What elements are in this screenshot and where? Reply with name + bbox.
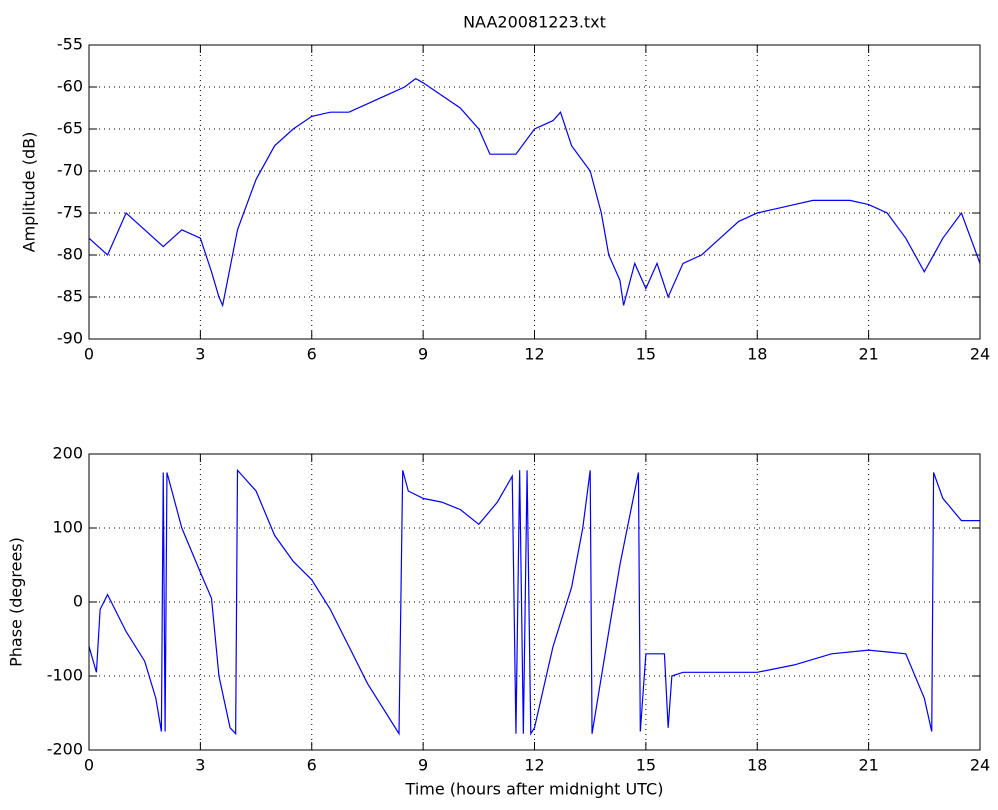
x-tick-label: 0 [84, 345, 94, 364]
chart-title: NAA20081223.txt [463, 13, 606, 32]
x-tick-label: 9 [418, 345, 428, 364]
y-tick-label: -100 [47, 666, 83, 685]
x-tick-label: 18 [747, 345, 767, 364]
x-tick-label: 12 [524, 345, 544, 364]
x-tick-label: 3 [195, 345, 205, 364]
y-tick-label: -65 [57, 119, 83, 138]
x-tick-label: 9 [418, 756, 428, 775]
x-tick-label: 18 [747, 756, 767, 775]
data-line [88, 77, 981, 308]
x-tick-label: 0 [84, 756, 94, 775]
axes-box [88, 453, 981, 751]
y-tick-label: 200 [52, 444, 83, 463]
x-tick-label: 15 [636, 756, 656, 775]
x-tick-label: 24 [970, 345, 990, 364]
y-tick-label: -80 [57, 245, 83, 264]
y-tick-label: 0 [73, 592, 83, 611]
x-tick-label: 6 [307, 756, 317, 775]
y-tick-label: 100 [52, 518, 83, 537]
x-tick-label: 21 [858, 345, 878, 364]
y-tick-label: -75 [57, 203, 83, 222]
y-tick-label: -200 [47, 740, 83, 759]
x-axis-label: Time (hours after midnight UTC) [405, 780, 664, 799]
x-tick-label: 3 [195, 756, 205, 775]
y-tick-label: -90 [57, 329, 83, 348]
x-tick-label: 21 [858, 756, 878, 775]
x-tick-label: 15 [636, 345, 656, 364]
data-line [88, 468, 980, 736]
y-axis-label: Phase (degrees) [7, 537, 26, 667]
x-tick-label: 24 [970, 756, 990, 775]
y-tick-label: -85 [57, 287, 83, 306]
y-tick-label: -70 [57, 161, 83, 180]
axes-box [88, 44, 981, 340]
y-tick-label: -55 [57, 35, 83, 54]
y-axis-label: Amplitude (dB) [20, 132, 39, 253]
x-tick-label: 12 [524, 756, 544, 775]
y-tick-label: -60 [57, 77, 83, 96]
x-tick-label: 6 [307, 345, 317, 364]
